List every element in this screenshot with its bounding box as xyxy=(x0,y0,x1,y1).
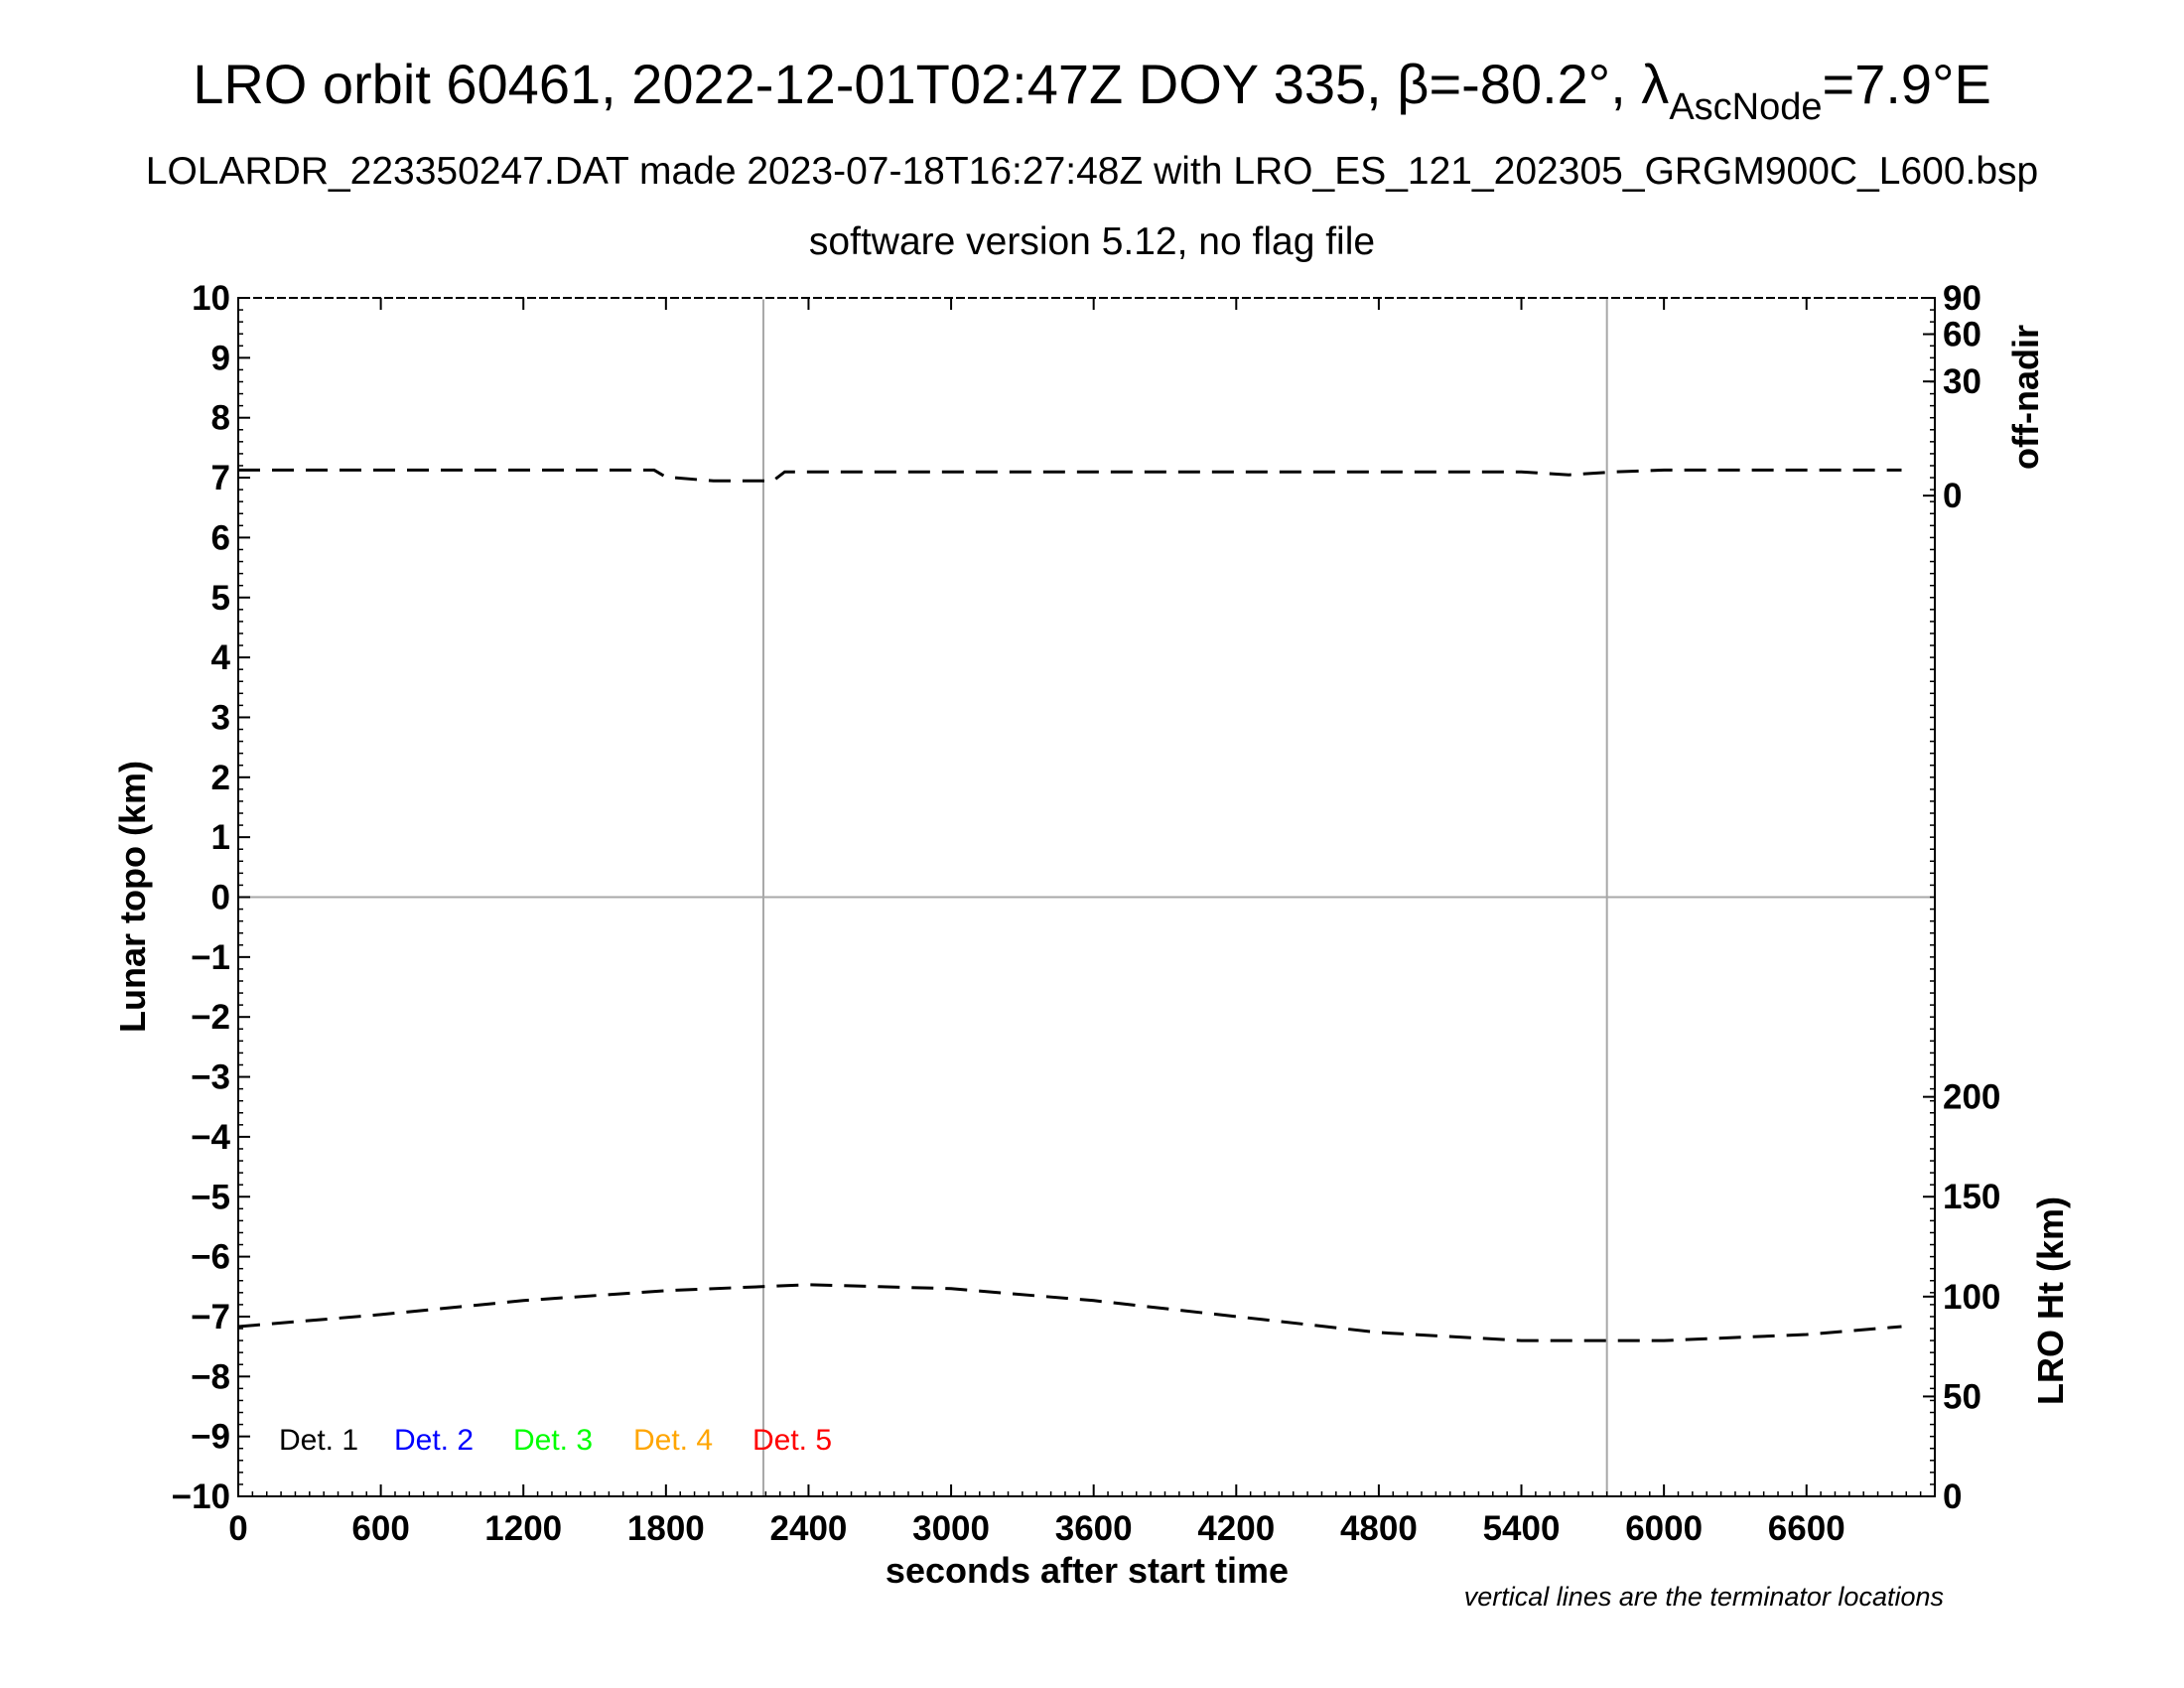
chart-subtitle-2: software version 5.12, no flag file xyxy=(809,220,1375,263)
y-tick-label: 2 xyxy=(211,759,230,797)
y-tick-label: −5 xyxy=(191,1178,230,1216)
y-tick-label: 7 xyxy=(211,459,230,497)
chart-subtitle: LOLARDR_223350247.DAT made 2023-07-18T16… xyxy=(146,150,2038,193)
off-nadir-tick-label: 0 xyxy=(1943,477,1962,515)
x-tick-label: 5400 xyxy=(1483,1509,1561,1548)
off-nadir-axis-label: off-nadir xyxy=(2005,325,2046,470)
lro-ht-axis-label: LRO Ht (km) xyxy=(2030,1196,2071,1405)
y-axis-label: Lunar topo (km) xyxy=(112,761,153,1033)
y-tick-label: −3 xyxy=(191,1058,230,1097)
x-tick-label: 2400 xyxy=(770,1509,848,1548)
y-tick-label: 3 xyxy=(211,698,230,737)
off-nadir-tick-label: 30 xyxy=(1943,362,1981,401)
legend-item: Det. 4 xyxy=(633,1424,713,1457)
y-tick-label: 1 xyxy=(211,818,230,857)
lro-ht-tick-label: 100 xyxy=(1943,1278,2000,1317)
off-nadir-tick-label: 60 xyxy=(1943,316,1981,354)
y-tick-label: 4 xyxy=(211,638,231,677)
x-tick-label: 600 xyxy=(351,1509,409,1548)
y-tick-label: −9 xyxy=(191,1418,230,1457)
chart-title-main: LRO orbit 60461, 2022-12-01T02:47Z DOY 3… xyxy=(193,53,1669,115)
y-tick-label: −4 xyxy=(191,1118,230,1157)
chart-title-subscript: AscNode xyxy=(1669,86,1822,128)
lro-height-line xyxy=(237,1283,1902,1342)
legend-item: Det. 1 xyxy=(279,1424,358,1457)
y-tick-label: −8 xyxy=(191,1357,230,1396)
grid-lines xyxy=(238,298,1935,1496)
lro-ht-tick-label: 200 xyxy=(1943,1078,2000,1117)
x-tick-label: 6000 xyxy=(1625,1509,1703,1548)
legend: Det. 1 Det. 2 Det. 3 Det. 4 Det. 5 xyxy=(279,1424,832,1457)
lro-ht-tick-label: 0 xyxy=(1943,1477,1962,1516)
y-tick-label: 10 xyxy=(192,279,230,318)
x-tick-label: 3000 xyxy=(912,1509,990,1548)
lro-ht-tick-label: 50 xyxy=(1943,1377,1981,1416)
chart-title-end: =7.9°E xyxy=(1823,53,1991,115)
y-tick-label: 8 xyxy=(211,399,230,438)
off-nadir-line xyxy=(238,468,1902,483)
y-tick-label: 5 xyxy=(211,579,230,618)
x-tick-label: 4200 xyxy=(1197,1509,1275,1548)
x-tick-label: 1200 xyxy=(484,1509,562,1548)
y-tick-label: 0 xyxy=(211,879,230,917)
legend-item: Det. 5 xyxy=(752,1424,832,1457)
x-tick-label: 1800 xyxy=(627,1509,705,1548)
x-tick-label: 0 xyxy=(228,1509,247,1548)
off-nadir-tick-label: 90 xyxy=(1943,279,1981,318)
lro-ht-tick-label: 150 xyxy=(1943,1178,2000,1216)
chart-title: LRO orbit 60461, 2022-12-01T02:47Z DOY 3… xyxy=(193,53,1991,128)
x-tick-label: 4800 xyxy=(1340,1509,1418,1548)
legend-item: Det. 2 xyxy=(394,1424,474,1457)
series-lines xyxy=(237,468,1902,1342)
legend-item: Det. 3 xyxy=(513,1424,593,1457)
x-axis-label: seconds after start time xyxy=(886,1550,1289,1591)
x-tick-label: 3600 xyxy=(1055,1509,1133,1548)
y-tick-label: −2 xyxy=(191,998,230,1037)
y-tick-label: −10 xyxy=(172,1477,230,1516)
y-tick-label: −6 xyxy=(191,1238,230,1277)
y-tick-label: −1 xyxy=(191,938,230,977)
y-tick-label: 6 xyxy=(211,518,230,557)
y-tick-label: −7 xyxy=(191,1298,230,1336)
terminator-note: vertical lines are the terminator locati… xyxy=(1464,1582,1944,1612)
x-tick-label: 6600 xyxy=(1768,1509,1845,1548)
y-tick-label: 9 xyxy=(211,339,230,377)
